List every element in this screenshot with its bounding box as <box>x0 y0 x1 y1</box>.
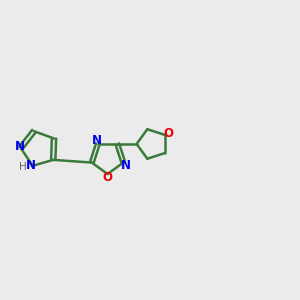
Text: N: N <box>121 159 130 172</box>
Text: N: N <box>92 134 102 147</box>
Text: N: N <box>26 159 35 172</box>
Text: H: H <box>19 162 26 172</box>
Text: O: O <box>103 171 112 184</box>
Text: O: O <box>164 127 174 140</box>
Text: N: N <box>14 140 24 153</box>
